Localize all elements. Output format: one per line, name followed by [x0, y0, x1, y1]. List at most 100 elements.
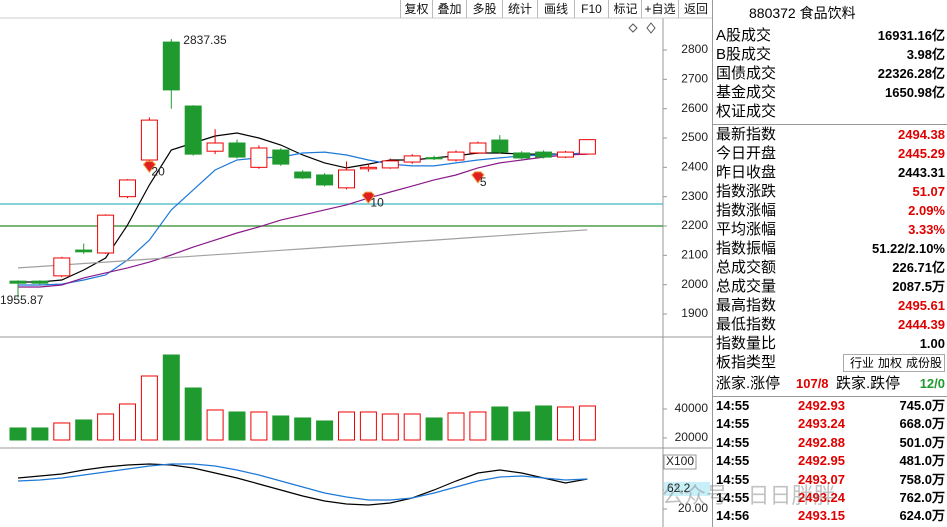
candle-body: [535, 151, 553, 158]
candle-body: [75, 249, 93, 253]
tick-volume: 501.0万: [899, 434, 945, 450]
row-value: 2443.31: [898, 165, 945, 180]
index-row: 今日开盘 2445.29: [716, 144, 945, 163]
tick-price: 2493.15: [798, 508, 845, 524]
volume-bar: [447, 412, 465, 441]
row-value: 2444.39: [898, 317, 945, 332]
volume-bar: [97, 413, 115, 441]
row-value: 226.71亿: [892, 260, 945, 275]
market-row: 权证成交: [716, 102, 945, 121]
board-option[interactable]: 成份股: [905, 356, 942, 370]
row-value: 2445.29: [898, 146, 945, 161]
high-label: 2837.35: [183, 33, 227, 47]
row-label: 最新指数: [716, 126, 777, 143]
row-label: 板指类型: [716, 354, 777, 371]
tick-volume: 481.0万: [899, 453, 945, 469]
tick-volume: 762.0万: [899, 490, 945, 505]
tick-time: 14:55: [716, 490, 750, 505]
toolbar-button[interactable]: 返回: [678, 0, 713, 18]
y-tick-label: 2800: [681, 42, 708, 56]
candle-body: [469, 142, 487, 154]
row-value: 51.22/2.10%: [871, 241, 945, 256]
candle-body: [316, 174, 334, 186]
moving-average: [17, 229, 588, 269]
toolbar-button[interactable]: 复权: [400, 0, 432, 18]
signal-icon: [361, 191, 376, 204]
candle-body: [447, 151, 465, 161]
y-tick-label: 20000: [675, 430, 709, 444]
row-label: 总成交额: [716, 259, 777, 276]
row-label: A股成交: [716, 27, 772, 44]
y-tick-label: 20.00: [678, 501, 708, 515]
toolbar-button[interactable]: 标记: [608, 0, 642, 18]
tick-row: 14:55 2493.07 758.0万: [716, 471, 945, 489]
volume-bar: [338, 411, 355, 441]
volume-bar: [535, 405, 553, 441]
breadth-label: 跌家.跌停: [836, 375, 901, 392]
toolbar-button[interactable]: +自选: [641, 0, 678, 18]
tick-row: 14:55 2492.93 745.0万: [716, 397, 945, 415]
index-row: 指数量比 1.00: [716, 334, 945, 353]
toolbar-button[interactable]: 多股: [466, 0, 502, 18]
market-row: 国债成交 22326.28亿: [716, 64, 945, 83]
candle-body: [119, 179, 136, 198]
index-row: 指数振幅 51.22/2.10%: [716, 239, 945, 258]
board-option[interactable]: 行业: [849, 356, 874, 370]
volume-bar: [425, 417, 443, 441]
toolbar-button[interactable]: 叠加: [432, 0, 466, 18]
candle-body: [272, 149, 290, 165]
volume-bar: [9, 427, 27, 441]
y-tick-label: 2400: [681, 160, 708, 174]
candle-body: [403, 155, 421, 163]
volume-bar: [272, 415, 290, 441]
tick-price: 2492.93: [798, 398, 845, 413]
toolbar-button[interactable]: F10: [574, 0, 608, 18]
market-row: B股成交 3.98亿: [716, 45, 945, 64]
icon: [646, 22, 656, 34]
index-row: 指数涨幅 2.09%: [716, 201, 945, 220]
y-tick-label: 40000: [675, 401, 709, 415]
tick-time: 14:55: [716, 471, 750, 487]
volume-bar: [359, 411, 377, 441]
index-row: 指数涨跌 51.07: [716, 182, 945, 201]
candle-body: [206, 142, 224, 152]
tick-row: 14:55 2492.88 501.0万: [716, 434, 945, 452]
signal-label: 10: [370, 195, 384, 209]
row-value: 2494.38: [898, 127, 945, 142]
chart: 2800 2700 2600 2500 2400 2300 2200 2100 2000 1900…: [0, 17, 712, 527]
toolbar-button[interactable]: 画线: [537, 0, 574, 18]
board-option[interactable]: 加权: [877, 356, 902, 370]
panel-header: 880372 食品饮料: [749, 5, 856, 21]
signal-icon: [471, 171, 485, 184]
row-label: 指数涨跌: [716, 183, 777, 200]
candle-body: [425, 157, 443, 160]
tick-row: 14:55 2492.95 481.0万: [716, 452, 945, 470]
moving-average: [18, 132, 588, 283]
icon: [628, 23, 638, 33]
y-tick-label: 2200: [681, 218, 708, 232]
volume-bar: [316, 420, 334, 441]
index-row: 最新指数 2494.38: [716, 125, 945, 144]
candle-body: [162, 41, 180, 91]
y-tick-label: 2700: [681, 72, 708, 86]
signal-icon: [142, 160, 157, 174]
volume-bar: [403, 413, 421, 441]
volume-bar: [578, 405, 596, 441]
unit-box: [663, 454, 697, 470]
tick-volume: 745.0万: [899, 398, 945, 413]
row-label: B股成交: [716, 46, 772, 63]
tick-price: 2492.95: [798, 453, 845, 469]
row-label: 今日开盘: [716, 145, 777, 162]
volume-bar: [162, 354, 180, 441]
breadth-value: 12/0: [919, 376, 945, 391]
candle-body: [294, 171, 312, 179]
toolbar-button[interactable]: 统计: [502, 0, 537, 18]
tick-row: 14:55 2493.24 668.0万: [716, 415, 945, 433]
candle-body: [31, 280, 49, 284]
row-label: 指数振幅: [716, 240, 777, 257]
index-row: 总成交额 226.71亿: [716, 258, 945, 277]
separator: [713, 396, 947, 397]
tick-price: 2492.88: [798, 434, 845, 450]
row-label: 指数量比: [716, 335, 777, 352]
